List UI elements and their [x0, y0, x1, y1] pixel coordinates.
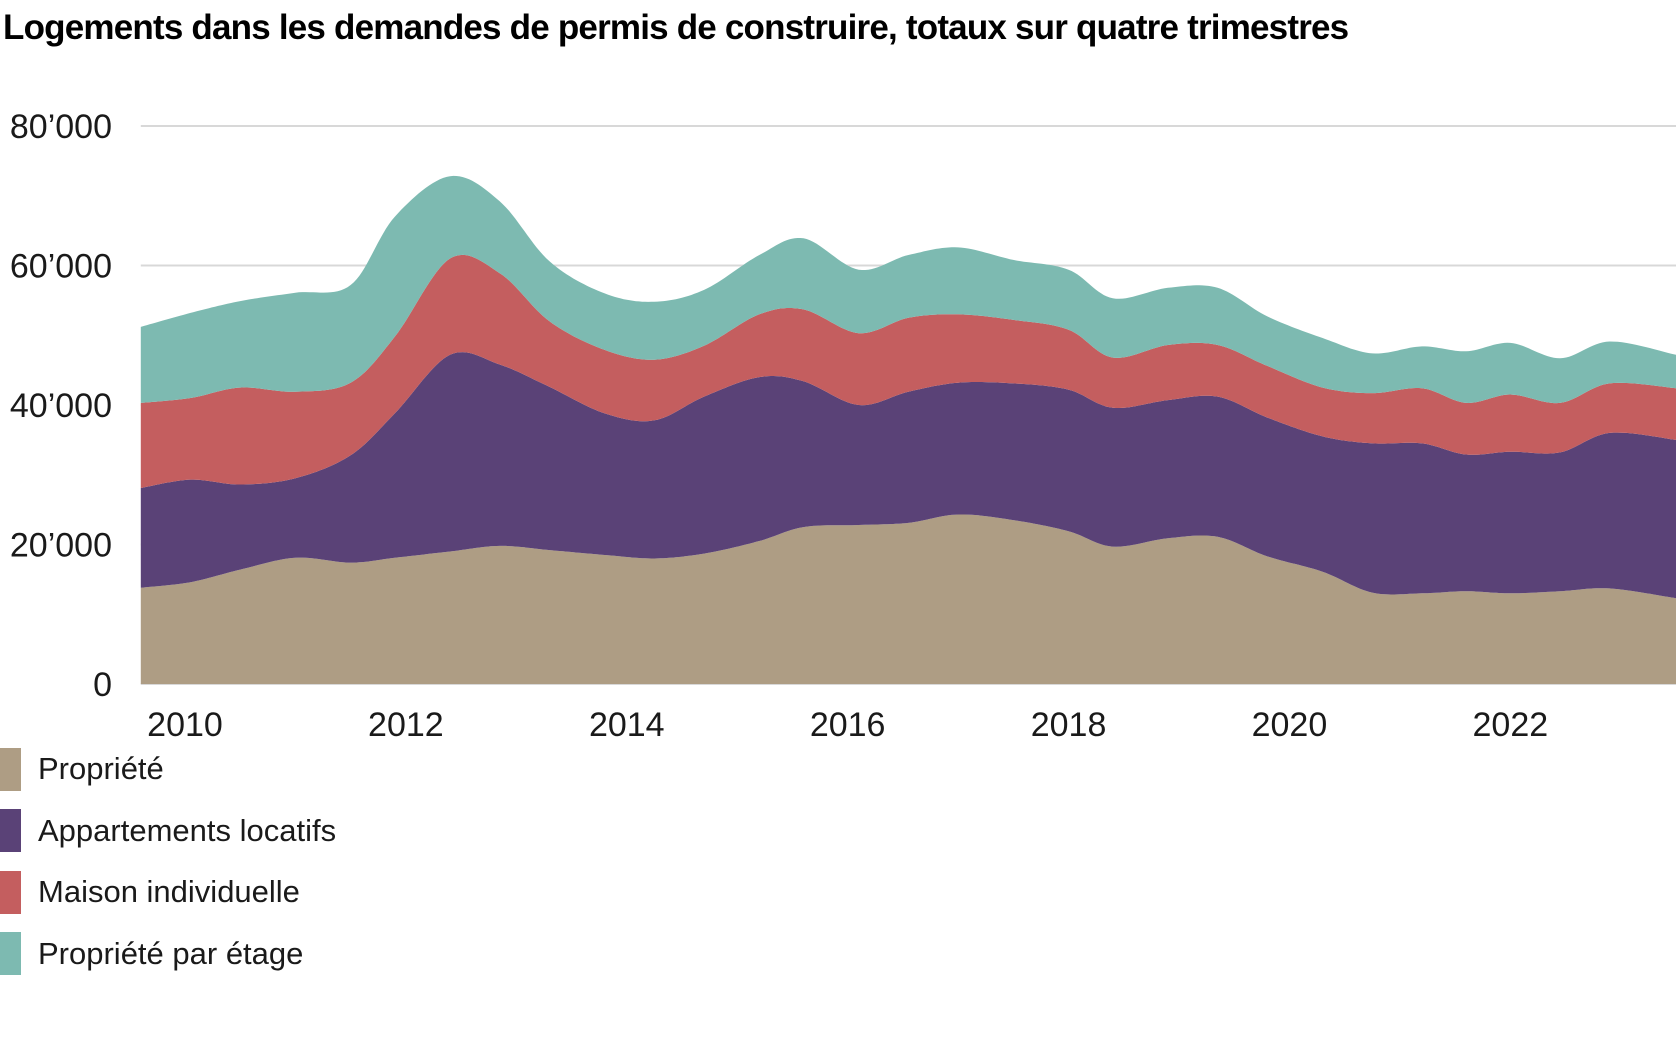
- area-series-2-appartements-locatifs: [140, 352, 1676, 599]
- legend-swatch-icon: [0, 932, 21, 975]
- x-axis-tick-label-2014: 2014: [589, 706, 665, 744]
- legend-item-appartements-locatifs: Appartements locatifs: [0, 809, 336, 853]
- y-axis-tick-label-60000: 60’000: [10, 248, 112, 286]
- legend-swatch-icon: [0, 809, 21, 852]
- x-axis-tick-label-2020: 2020: [1252, 706, 1328, 744]
- legend-label: Appartements locatifs: [38, 812, 337, 848]
- area-series-1-propri-t-: [140, 514, 1676, 684]
- x-axis-tick-label-2010: 2010: [147, 706, 223, 744]
- x-axis-tick-label-2012: 2012: [368, 706, 444, 744]
- y-axis-tick-label-40000: 40’000: [10, 387, 112, 425]
- legend-swatch-icon: [0, 747, 21, 791]
- y-axis-tick-label-80000: 80’000: [10, 108, 112, 146]
- legend-label: Propriété par étage: [38, 935, 304, 971]
- y-axis-tick-label-0: 0: [93, 666, 112, 704]
- legend-label: Propriété: [38, 751, 164, 786]
- x-axis-tick-label-2016: 2016: [810, 706, 886, 744]
- legend-label: Maison individuelle: [38, 874, 300, 909]
- y-axis-tick-label-20000: 20’000: [10, 527, 112, 565]
- area-series-4-propri-t-par-tage: [140, 175, 1676, 404]
- x-axis-tick-label-2022: 2022: [1473, 706, 1549, 744]
- stacked-area-plot: 0 20’000 40’000 60’000 80’000 2010 2012 2014 201…: [10, 108, 1676, 744]
- chart-title: Logements dans les demandes de permis de…: [3, 8, 1349, 47]
- legend-item-maison-individuelle: Maison individuelle: [0, 870, 300, 914]
- legend-item-propri-t-par-tage: Propriété par étage: [0, 932, 303, 976]
- legend-item-propri-t-: Propriété: [0, 747, 164, 791]
- x-axis-tick-label-2018: 2018: [1031, 706, 1107, 744]
- legend-swatch-icon: [0, 870, 21, 914]
- area-series-3-maison-individuelle: [140, 254, 1676, 488]
